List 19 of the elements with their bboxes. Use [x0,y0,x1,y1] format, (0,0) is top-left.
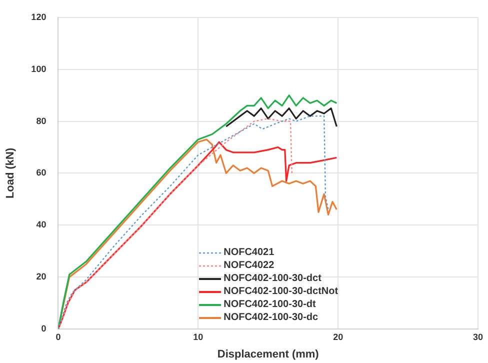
legend-label: NOFC402-100-30-dctNot [224,285,338,298]
x-axis-title: Displacement (mm) [217,348,320,360]
legend-label: NOFC402-100-30-dc [224,311,318,324]
x-tick-label: 0 [56,332,61,342]
y-tick-label: 100 [31,64,46,74]
y-axis-title: Load (kN) [4,148,17,199]
x-tick-label: 10 [193,332,204,342]
x-tick-label: 30 [472,332,484,342]
y-tick-label: 120 [31,12,46,22]
legend-label: NOFC4022 [224,259,274,272]
y-tick-label: 60 [36,168,46,178]
y-tick-label: 40 [36,220,46,230]
y-tick-label: 20 [36,272,46,282]
y-tick-label: 0 [41,323,46,334]
legend-label: NOFC402-100-30-dct [224,272,322,285]
y-tick-label: 80 [36,116,46,126]
legend-label: NOFC4021 [224,246,274,259]
legend-label: NOFC402-100-30-dt [224,298,316,311]
x-tick-label: 20 [333,332,344,342]
